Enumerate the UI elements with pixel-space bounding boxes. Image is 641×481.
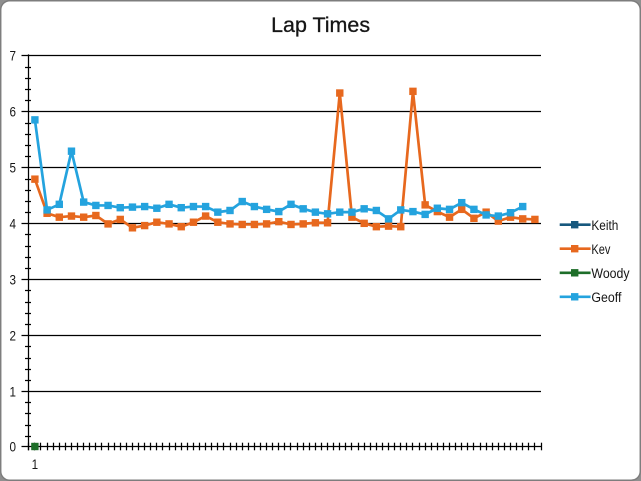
svg-text:1: 1 xyxy=(10,385,17,400)
svg-text:Lap Times: Lap Times xyxy=(271,13,370,37)
svg-text:5: 5 xyxy=(10,161,17,176)
svg-text:Keith: Keith xyxy=(591,218,618,233)
svg-text:2: 2 xyxy=(10,329,17,344)
svg-text:6: 6 xyxy=(10,105,17,120)
svg-text:4: 4 xyxy=(10,217,17,232)
svg-text:Kev: Kev xyxy=(591,242,610,257)
svg-text:1: 1 xyxy=(32,457,39,472)
svg-text:3: 3 xyxy=(10,273,17,288)
svg-text:Geoff: Geoff xyxy=(591,290,621,305)
svg-text:0: 0 xyxy=(10,440,17,455)
svg-text:7: 7 xyxy=(10,49,17,64)
svg-text:Woody: Woody xyxy=(591,266,629,281)
